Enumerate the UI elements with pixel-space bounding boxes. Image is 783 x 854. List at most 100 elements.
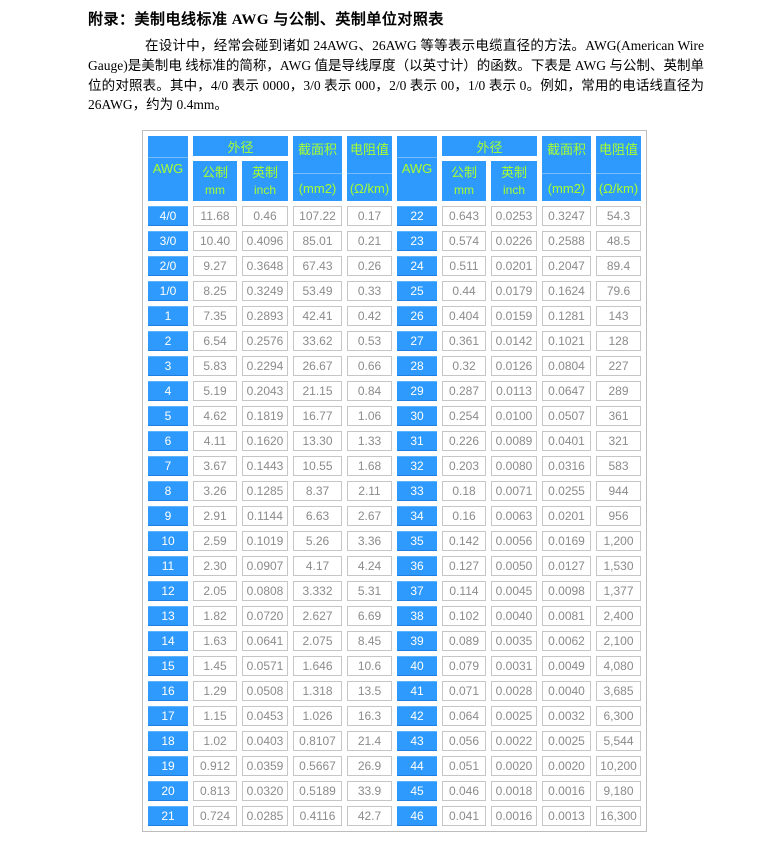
value-cell: 0.0031 [491, 656, 537, 676]
awg-gauge-cell: 22 [397, 206, 437, 226]
value-cell: 0.0062 [542, 631, 591, 651]
table-row: 3/0 10.40 0.4096 85.01 0.21 23 0.574 0.0226 0.25… [148, 231, 641, 251]
table-row: 4 5.19 0.2043 21.15 0.84 29 0.287 0.0113 0.0647 2… [148, 381, 641, 401]
value-cell: 26.9 [347, 756, 392, 776]
awg-gauge-cell: 11 [148, 556, 188, 576]
value-cell: 21.4 [347, 731, 392, 751]
value-cell: 2,100 [596, 631, 641, 651]
header-metric-left: 公制 mm [193, 161, 237, 201]
value-cell: 2.30 [193, 556, 237, 576]
value-cell: 0.361 [442, 331, 486, 351]
value-cell: 0.046 [442, 781, 486, 801]
awg-gauge-cell: 2 [148, 331, 188, 351]
table-row: 13 1.82 0.0720 2.627 6.69 38 0.102 0.0040 0.0081… [148, 606, 641, 626]
value-cell: 2.11 [347, 481, 392, 501]
value-cell: 5,544 [596, 731, 641, 751]
value-cell: 0.0032 [542, 706, 591, 726]
awg-gauge-cell: 24 [397, 256, 437, 276]
value-cell: 10.40 [193, 231, 237, 251]
awg-gauge-cell: 17 [148, 706, 188, 726]
value-cell: 0.813 [193, 781, 237, 801]
value-cell: 0.226 [442, 431, 486, 451]
value-cell: 0.4116 [293, 806, 342, 826]
awg-gauge-cell: 26 [397, 306, 437, 326]
awg-gauge-cell: 1 [148, 306, 188, 326]
table-row: 12 2.05 0.0808 3.332 5.31 37 0.114 0.0045 0.0098… [148, 581, 641, 601]
header-resistance-right: 电阻值 (Ω/km) [596, 136, 641, 201]
value-cell: 8.37 [293, 481, 342, 501]
awg-gauge-cell: 38 [397, 606, 437, 626]
table-row: 16 1.29 0.0508 1.318 13.5 41 0.071 0.0028 0.0040… [148, 681, 641, 701]
header-cross-section-left: 截面积 (mm2) [293, 136, 342, 201]
awg-gauge-cell: 13 [148, 606, 188, 626]
awg-gauge-cell: 2/0 [148, 256, 188, 276]
value-cell: 21.15 [293, 381, 342, 401]
value-cell: 0.2893 [242, 306, 288, 326]
table-row: 11 2.30 0.0907 4.17 4.24 36 0.127 0.0050 0.0127 1… [148, 556, 641, 576]
value-cell: 6,300 [596, 706, 641, 726]
value-cell: 0.142 [442, 531, 486, 551]
value-cell: 16.3 [347, 706, 392, 726]
value-cell: 53.49 [293, 281, 342, 301]
table-row: 18 1.02 0.0403 0.8107 21.4 43 0.056 0.0022 0.002… [148, 731, 641, 751]
header-resistance-label: 电阻值 [349, 142, 389, 157]
value-cell: 0.254 [442, 406, 486, 426]
value-cell: 0.0013 [542, 806, 591, 826]
header-metric-label: 公制 [201, 164, 228, 180]
value-cell: 0.0018 [491, 781, 537, 801]
awg-gauge-cell: 36 [397, 556, 437, 576]
value-cell: 956 [596, 506, 641, 526]
header-imperial-label: 英制 [500, 164, 527, 180]
value-cell: 0.0025 [491, 706, 537, 726]
value-cell: 0.127 [442, 556, 486, 576]
value-cell: 9.27 [193, 256, 237, 276]
intro-paragraph: 在设计中，经常会碰到诸如 24AWG、26AWG 等等表示电缆直径的方法。AWG… [88, 38, 704, 113]
value-cell: 0.0647 [542, 381, 591, 401]
header-resistance-left: 电阻值 (Ω/km) [347, 136, 392, 201]
value-cell: 0.2047 [542, 256, 591, 276]
value-cell: 13.30 [293, 431, 342, 451]
value-cell: 321 [596, 431, 641, 451]
value-cell: 227 [596, 356, 641, 376]
value-cell: 0.287 [442, 381, 486, 401]
value-cell: 1,530 [596, 556, 641, 576]
value-cell: 5.83 [193, 356, 237, 376]
value-cell: 2.59 [193, 531, 237, 551]
value-cell: 4.11 [193, 431, 237, 451]
awg-gauge-cell: 20 [148, 781, 188, 801]
value-cell: 1.15 [193, 706, 237, 726]
awg-gauge-cell: 40 [397, 656, 437, 676]
awg-gauge-cell: 27 [397, 331, 437, 351]
value-cell: 4.17 [293, 556, 342, 576]
value-cell: 2.05 [193, 581, 237, 601]
value-cell: 3.36 [347, 531, 392, 551]
value-cell: 0.0045 [491, 581, 537, 601]
value-cell: 0.0020 [491, 756, 537, 776]
value-cell: 1.63 [193, 631, 237, 651]
value-cell: 0.17 [347, 206, 392, 226]
value-cell: 0.0050 [491, 556, 537, 576]
value-cell: 85.01 [293, 231, 342, 251]
table-row: 20 0.813 0.0320 0.5189 33.9 45 0.046 0.0018 0.00… [148, 781, 641, 801]
awg-gauge-cell: 32 [397, 456, 437, 476]
value-cell: 0.0316 [542, 456, 591, 476]
awg-gauge-cell: 31 [397, 431, 437, 451]
value-cell: 3.67 [193, 456, 237, 476]
awg-gauge-cell: 30 [397, 406, 437, 426]
value-cell: 0.643 [442, 206, 486, 226]
value-cell: 0.0035 [491, 631, 537, 651]
value-cell: 0.912 [193, 756, 237, 776]
value-cell: 0.66 [347, 356, 392, 376]
value-cell: 0.0907 [242, 556, 288, 576]
value-cell: 6.54 [193, 331, 237, 351]
awg-gauge-cell: 46 [397, 806, 437, 826]
value-cell: 0.0040 [542, 681, 591, 701]
header-divider-line [542, 173, 591, 174]
value-cell: 0.0720 [242, 606, 288, 626]
awg-gauge-cell: 16 [148, 681, 188, 701]
value-cell: 0.21 [347, 231, 392, 251]
header-imperial-unit: inch [253, 182, 276, 197]
value-cell: 0.064 [442, 706, 486, 726]
value-cell: 6.69 [347, 606, 392, 626]
